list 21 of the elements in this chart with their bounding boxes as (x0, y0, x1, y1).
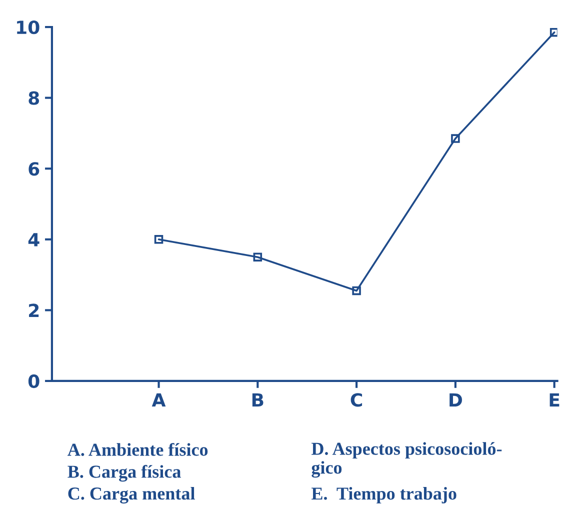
text: D. Aspectos psicosocioló- gico (312, 442, 502, 478)
point (154, 235, 164, 244)
text: C. Carga mental (68, 486, 195, 504)
text: B. Carga física (68, 464, 181, 482)
point (550, 28, 558, 37)
y-tick-label: 2 (29, 304, 39, 318)
y-tick-label: 6 (28, 162, 40, 176)
y-tick-label: 0 (28, 374, 40, 388)
text: E. Tiempo trabajo (312, 487, 456, 504)
x-tick-label: E (550, 393, 560, 406)
point (253, 252, 262, 262)
text: A. Ambiente físico (68, 442, 208, 456)
x-tick-label: C (350, 393, 362, 407)
x-tick-label: A (152, 393, 166, 406)
y-tick-label: 10 (17, 20, 40, 34)
x-tick-label: B (252, 393, 264, 406)
x-tick-label: D (450, 393, 462, 406)
point (451, 134, 460, 143)
y-tick-label: 4 (28, 233, 40, 246)
y-tick-label: 8 (28, 91, 40, 105)
point (352, 286, 361, 296)
